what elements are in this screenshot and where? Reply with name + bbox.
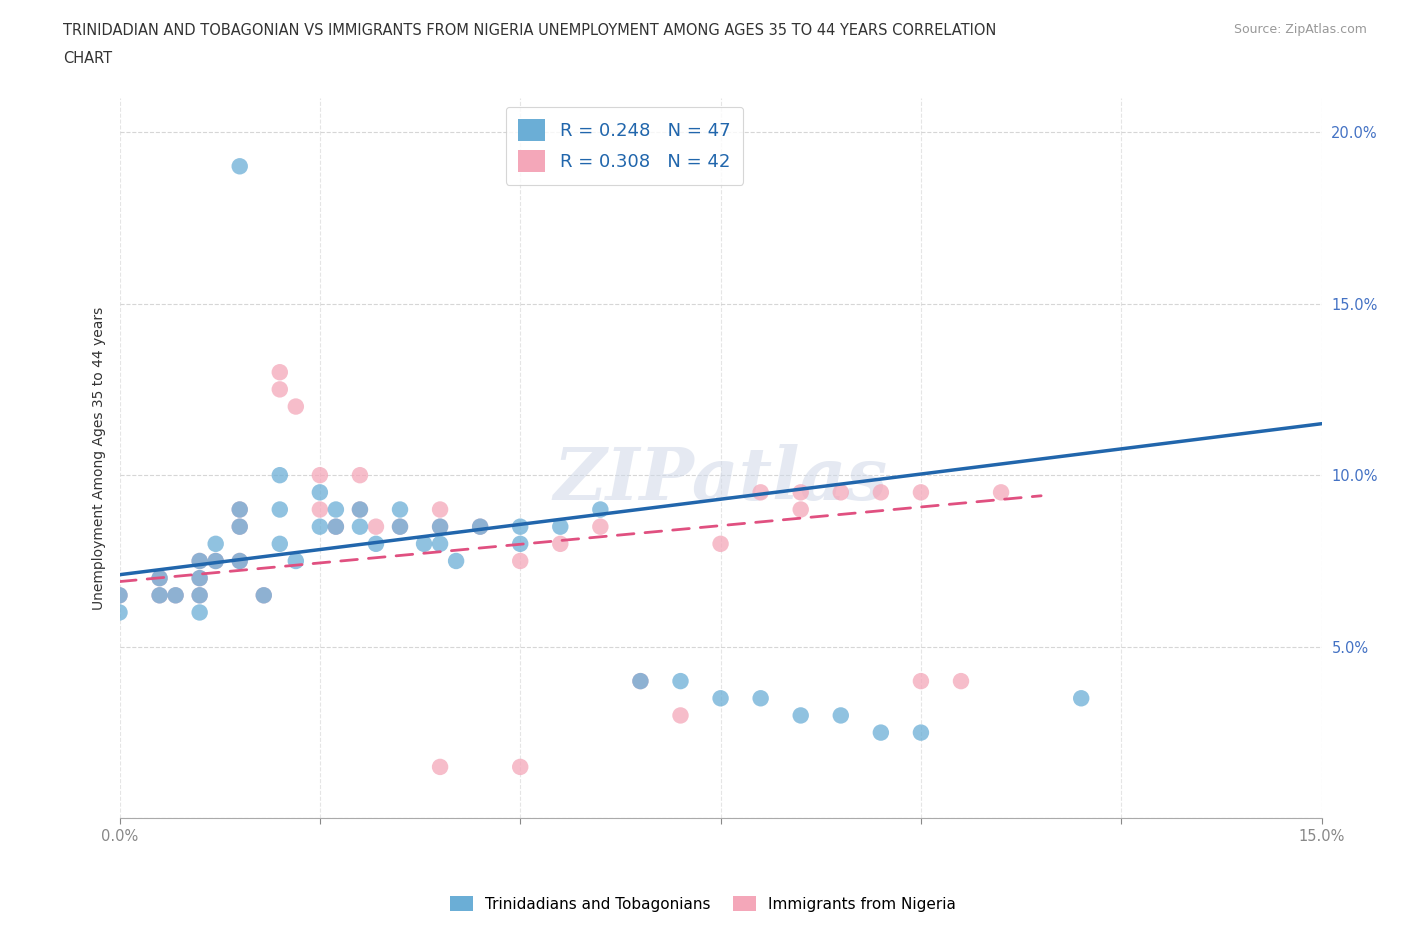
- Point: [509, 537, 531, 551]
- Point: [429, 519, 451, 534]
- Point: [188, 588, 211, 603]
- Point: [269, 537, 291, 551]
- Point: [364, 519, 387, 534]
- Point: [188, 553, 211, 568]
- Point: [1070, 691, 1092, 706]
- Point: [429, 760, 451, 775]
- Point: [228, 519, 252, 534]
- Point: [910, 673, 932, 688]
- Point: [309, 468, 332, 483]
- Y-axis label: Unemployment Among Ages 35 to 44 years: Unemployment Among Ages 35 to 44 years: [91, 306, 105, 610]
- Point: [429, 537, 451, 551]
- Point: [413, 537, 436, 551]
- Point: [204, 537, 226, 551]
- Point: [284, 553, 307, 568]
- Point: [830, 708, 852, 723]
- Point: [749, 691, 772, 706]
- Point: [188, 571, 211, 586]
- Point: [253, 588, 276, 603]
- Point: [228, 502, 252, 517]
- Text: ZIPatlas: ZIPatlas: [554, 445, 887, 515]
- Point: [309, 519, 332, 534]
- Point: [165, 588, 187, 603]
- Point: [309, 485, 332, 499]
- Point: [188, 588, 211, 603]
- Point: [108, 588, 131, 603]
- Point: [284, 399, 307, 414]
- Point: [509, 519, 531, 534]
- Point: [349, 502, 371, 517]
- Point: [228, 502, 252, 517]
- Point: [253, 588, 276, 603]
- Point: [228, 159, 252, 174]
- Legend: Trinidadians and Tobagonians, Immigrants from Nigeria: Trinidadians and Tobagonians, Immigrants…: [444, 889, 962, 918]
- Text: TRINIDADIAN AND TOBAGONIAN VS IMMIGRANTS FROM NIGERIA UNEMPLOYMENT AMONG AGES 35: TRINIDADIAN AND TOBAGONIAN VS IMMIGRANTS…: [63, 23, 997, 38]
- Point: [550, 537, 572, 551]
- Point: [269, 468, 291, 483]
- Point: [550, 519, 572, 534]
- Point: [468, 519, 492, 534]
- Point: [630, 673, 652, 688]
- Point: [228, 519, 252, 534]
- Point: [309, 502, 332, 517]
- Point: [269, 365, 291, 379]
- Point: [188, 571, 211, 586]
- Point: [468, 519, 492, 534]
- Point: [669, 708, 692, 723]
- Point: [204, 553, 226, 568]
- Point: [429, 502, 451, 517]
- Point: [630, 673, 652, 688]
- Point: [149, 571, 172, 586]
- Point: [790, 485, 813, 499]
- Point: [349, 502, 371, 517]
- Point: [228, 553, 252, 568]
- Point: [589, 502, 612, 517]
- Point: [269, 382, 291, 397]
- Point: [149, 588, 172, 603]
- Point: [204, 553, 226, 568]
- Text: Source: ZipAtlas.com: Source: ZipAtlas.com: [1233, 23, 1367, 36]
- Point: [830, 485, 852, 499]
- Point: [869, 725, 893, 740]
- Point: [990, 485, 1012, 499]
- Point: [388, 502, 412, 517]
- Point: [749, 485, 772, 499]
- Point: [790, 708, 813, 723]
- Point: [349, 519, 371, 534]
- Point: [188, 605, 211, 620]
- Point: [429, 519, 451, 534]
- Point: [108, 588, 131, 603]
- Point: [388, 519, 412, 534]
- Point: [709, 691, 731, 706]
- Point: [910, 485, 932, 499]
- Legend: R = 0.248   N = 47, R = 0.308   N = 42: R = 0.248 N = 47, R = 0.308 N = 42: [506, 107, 744, 185]
- Point: [869, 485, 893, 499]
- Text: CHART: CHART: [63, 51, 112, 66]
- Point: [149, 571, 172, 586]
- Point: [269, 502, 291, 517]
- Point: [444, 553, 467, 568]
- Point: [349, 468, 371, 483]
- Point: [325, 519, 347, 534]
- Point: [509, 760, 531, 775]
- Point: [950, 673, 973, 688]
- Point: [364, 537, 387, 551]
- Point: [188, 553, 211, 568]
- Point: [228, 553, 252, 568]
- Point: [910, 725, 932, 740]
- Point: [165, 588, 187, 603]
- Point: [149, 588, 172, 603]
- Point: [790, 502, 813, 517]
- Point: [325, 502, 347, 517]
- Point: [388, 519, 412, 534]
- Point: [509, 553, 531, 568]
- Point: [709, 537, 731, 551]
- Point: [108, 605, 131, 620]
- Point: [669, 673, 692, 688]
- Point: [589, 519, 612, 534]
- Point: [325, 519, 347, 534]
